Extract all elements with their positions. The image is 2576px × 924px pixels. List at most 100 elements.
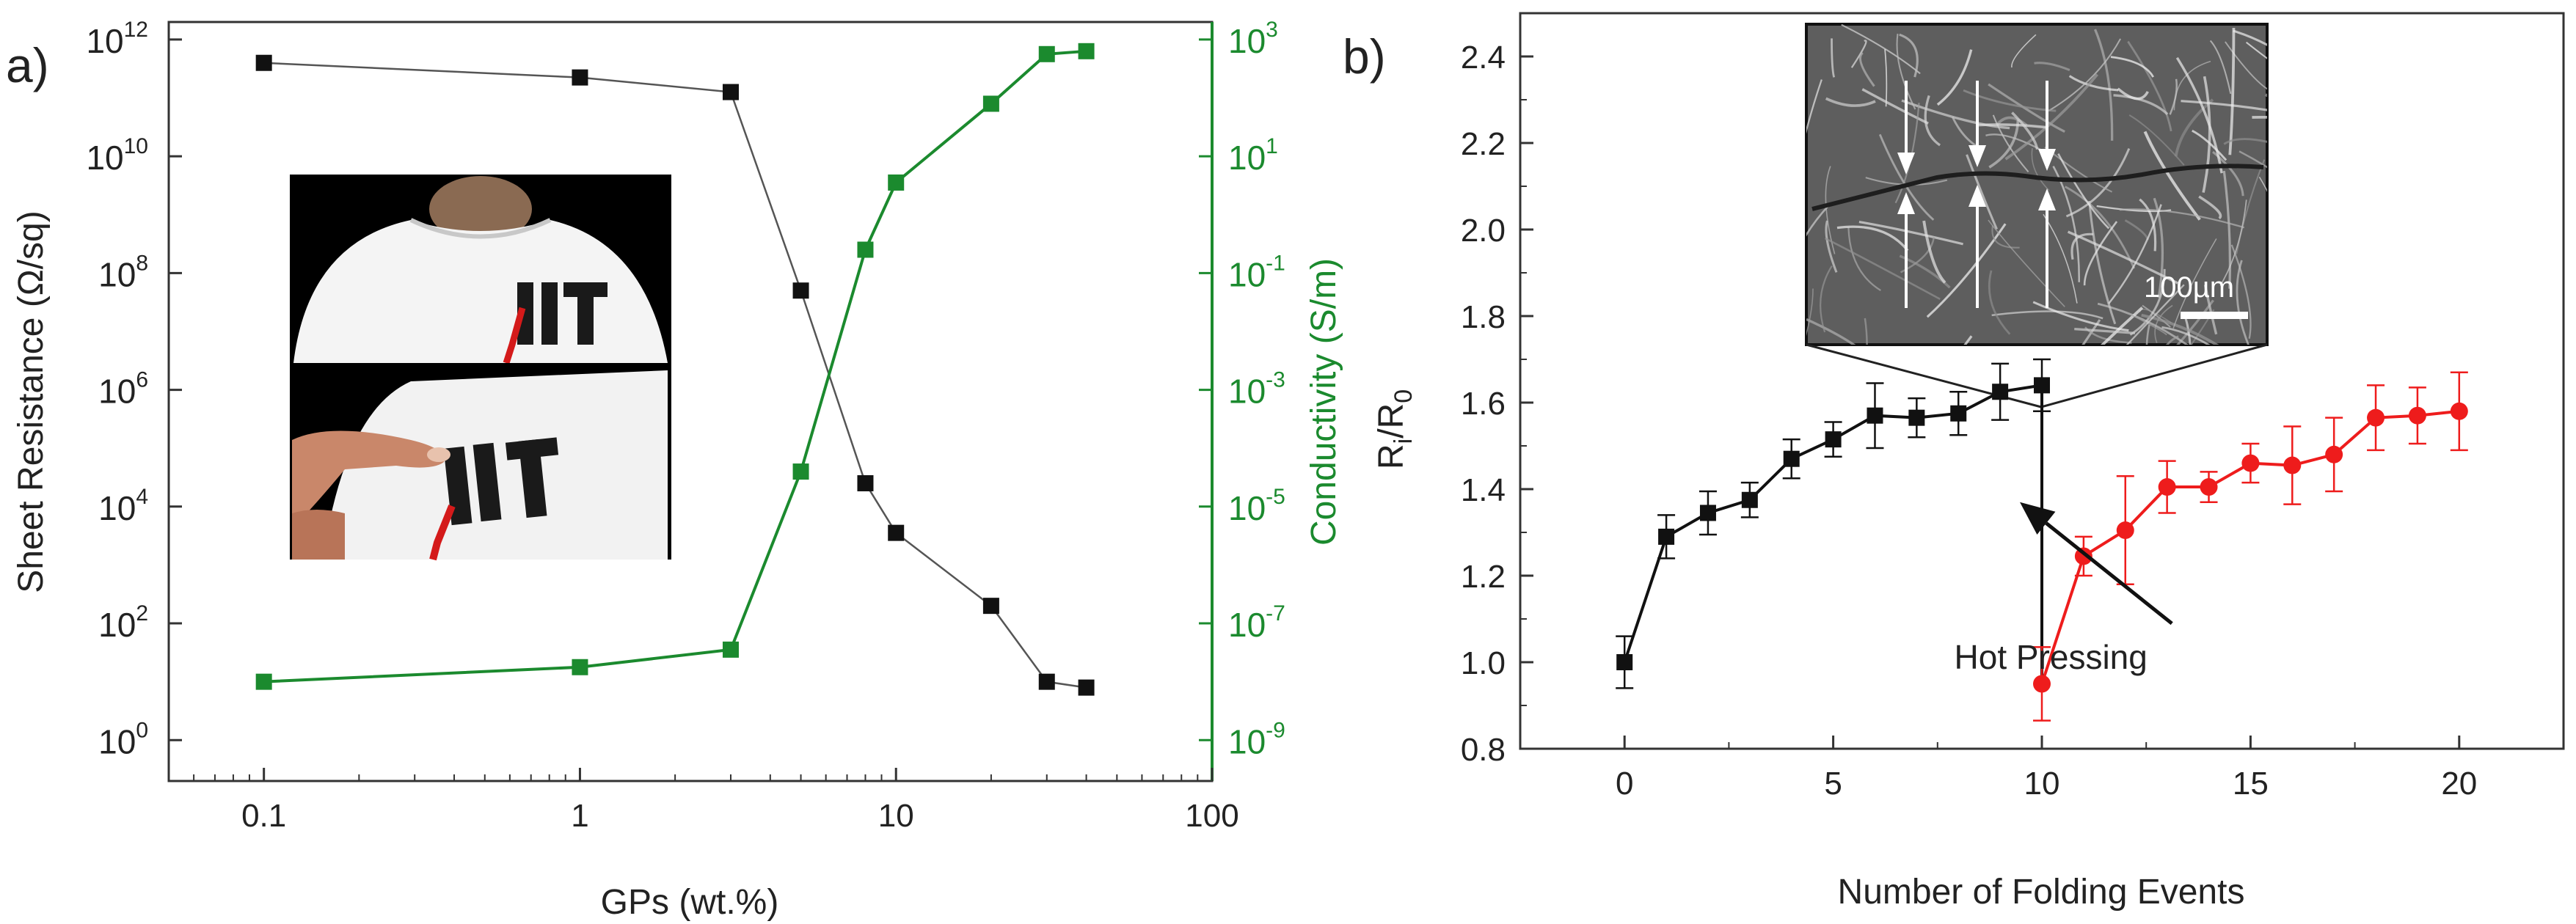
tick-base: 10 (98, 722, 136, 760)
tick-base: 10 (1228, 722, 1266, 760)
sem-fiber (2165, 335, 2179, 345)
tick-exponent: -9 (1266, 718, 1285, 742)
inset-photo-finger-touch (292, 370, 668, 561)
y-tick-label: 1.2 (1461, 559, 1506, 595)
data-point (1908, 409, 1925, 426)
sem-fiber (2125, 311, 2167, 336)
sem-fiber (2181, 100, 2267, 111)
sem-fiber (1992, 114, 2029, 173)
sem-fiber (2067, 230, 2178, 285)
sem-fiber (1976, 123, 2046, 129)
left-y-tick-label: 100 (98, 718, 148, 760)
panel-a-left-y-axis-title: Sheet Resistance (Ω/sq) (12, 210, 51, 593)
panel-a-x-axis-title: GPs (wt.%) (601, 883, 779, 922)
sem-fiber (1864, 318, 1868, 345)
sem-crack-arrows (1897, 81, 2056, 308)
sem-fiber (1858, 51, 1875, 87)
sem-fiber (2043, 213, 2078, 304)
tick-base: 10 (98, 489, 136, 527)
sem-fiber (2176, 299, 2214, 345)
tick-exponent: -5 (1266, 485, 1285, 509)
sem-fiber (1825, 97, 1876, 107)
sem-fiber (2245, 41, 2267, 59)
data-point (2158, 478, 2176, 496)
y-title-slash-R: /R (1372, 403, 1411, 439)
tick-base: 10 (98, 255, 136, 293)
tick-base: 10 (1228, 489, 1266, 527)
right-y-tick-label: 10-9 (1228, 718, 1285, 760)
sem-fiber (1899, 33, 1919, 78)
sem-fiber (1806, 318, 1856, 345)
data-point (1078, 679, 1095, 696)
sem-fiber (1952, 117, 1977, 147)
tick-base: 10 (98, 373, 136, 411)
data-point (1038, 673, 1055, 690)
data-point (2450, 402, 2468, 420)
sem-fiber (2202, 76, 2211, 193)
data-point (1616, 654, 1633, 670)
sem-fiber (2141, 313, 2219, 345)
panel-b-y-ticks: 0.8 1.0 1.2 1.4 1.6 1.8 2.0 2.2 2.4 (1461, 40, 1533, 768)
hot-pressing-label: Hot Pressing (1955, 638, 2148, 676)
sem-fiber (2209, 40, 2232, 95)
data-point (888, 524, 905, 541)
sem-fiber (2113, 94, 2169, 115)
data-point (722, 84, 739, 100)
sem-fiber (2169, 78, 2178, 115)
panel-a-right-y-axis-title: Conductivity (S/m) (1305, 258, 1343, 546)
data-point (1867, 407, 1883, 424)
left-y-tick-label: 102 (98, 601, 148, 644)
sem-fiber (2236, 260, 2250, 345)
sem-fiber (1966, 154, 1998, 230)
y-title-R: R (1372, 444, 1411, 469)
data-point (2367, 408, 2385, 427)
sem-fiber (1806, 205, 1829, 237)
x-tick-label: 100 (1185, 798, 1238, 834)
sem-arrow-head (2038, 149, 2056, 171)
right-y-tick-label: 103 (1228, 18, 1278, 60)
sem-fiber (2088, 200, 2117, 325)
sem-fiber (2097, 302, 2189, 345)
panel-a-series (255, 43, 1095, 696)
data-point (857, 241, 874, 258)
sem-fiber (2126, 284, 2185, 345)
data-point (792, 463, 809, 480)
x-tick-label: 10 (878, 798, 914, 834)
sem-fiber (2239, 150, 2267, 169)
sem-fiber (2068, 75, 2119, 92)
tick-base: 10 (1228, 373, 1266, 411)
panel-a-label: a) (6, 38, 49, 92)
sem-crack (1811, 164, 2264, 211)
sem-fiber (2129, 268, 2166, 336)
y-tick-label: 0.8 (1461, 732, 1506, 768)
sem-fiber (2153, 197, 2164, 298)
tick-base: 10 (98, 606, 136, 644)
sem-fiber (1806, 288, 1814, 337)
data-point (255, 54, 272, 71)
sem-fiber (2119, 208, 2245, 229)
sem-fiber (2161, 326, 2211, 345)
sem-fiber (2154, 304, 2173, 344)
sem-fiber (2083, 221, 2118, 286)
sem-fiber (2145, 324, 2150, 345)
data-point (1741, 491, 1758, 508)
sem-fiber (2222, 170, 2232, 289)
tick-base: 10 (86, 139, 123, 177)
data-point (888, 174, 905, 191)
data-point (1783, 450, 1800, 467)
sem-fiber (1936, 49, 1973, 106)
sem-fiber (2203, 285, 2218, 335)
left-y-tick-label: 106 (98, 368, 148, 411)
sem-fiber (2225, 41, 2267, 90)
tick-exponent: 6 (136, 368, 148, 392)
right-y-tick-label: 101 (1228, 134, 1278, 177)
x-tick-label: 20 (2441, 766, 2477, 802)
data-point (1825, 431, 1842, 448)
sem-fiber (1926, 223, 2007, 318)
sem-fiber (2031, 148, 2050, 191)
sem-fiber (2252, 115, 2267, 119)
sem-fiber (2233, 29, 2267, 46)
data-point (982, 95, 999, 112)
